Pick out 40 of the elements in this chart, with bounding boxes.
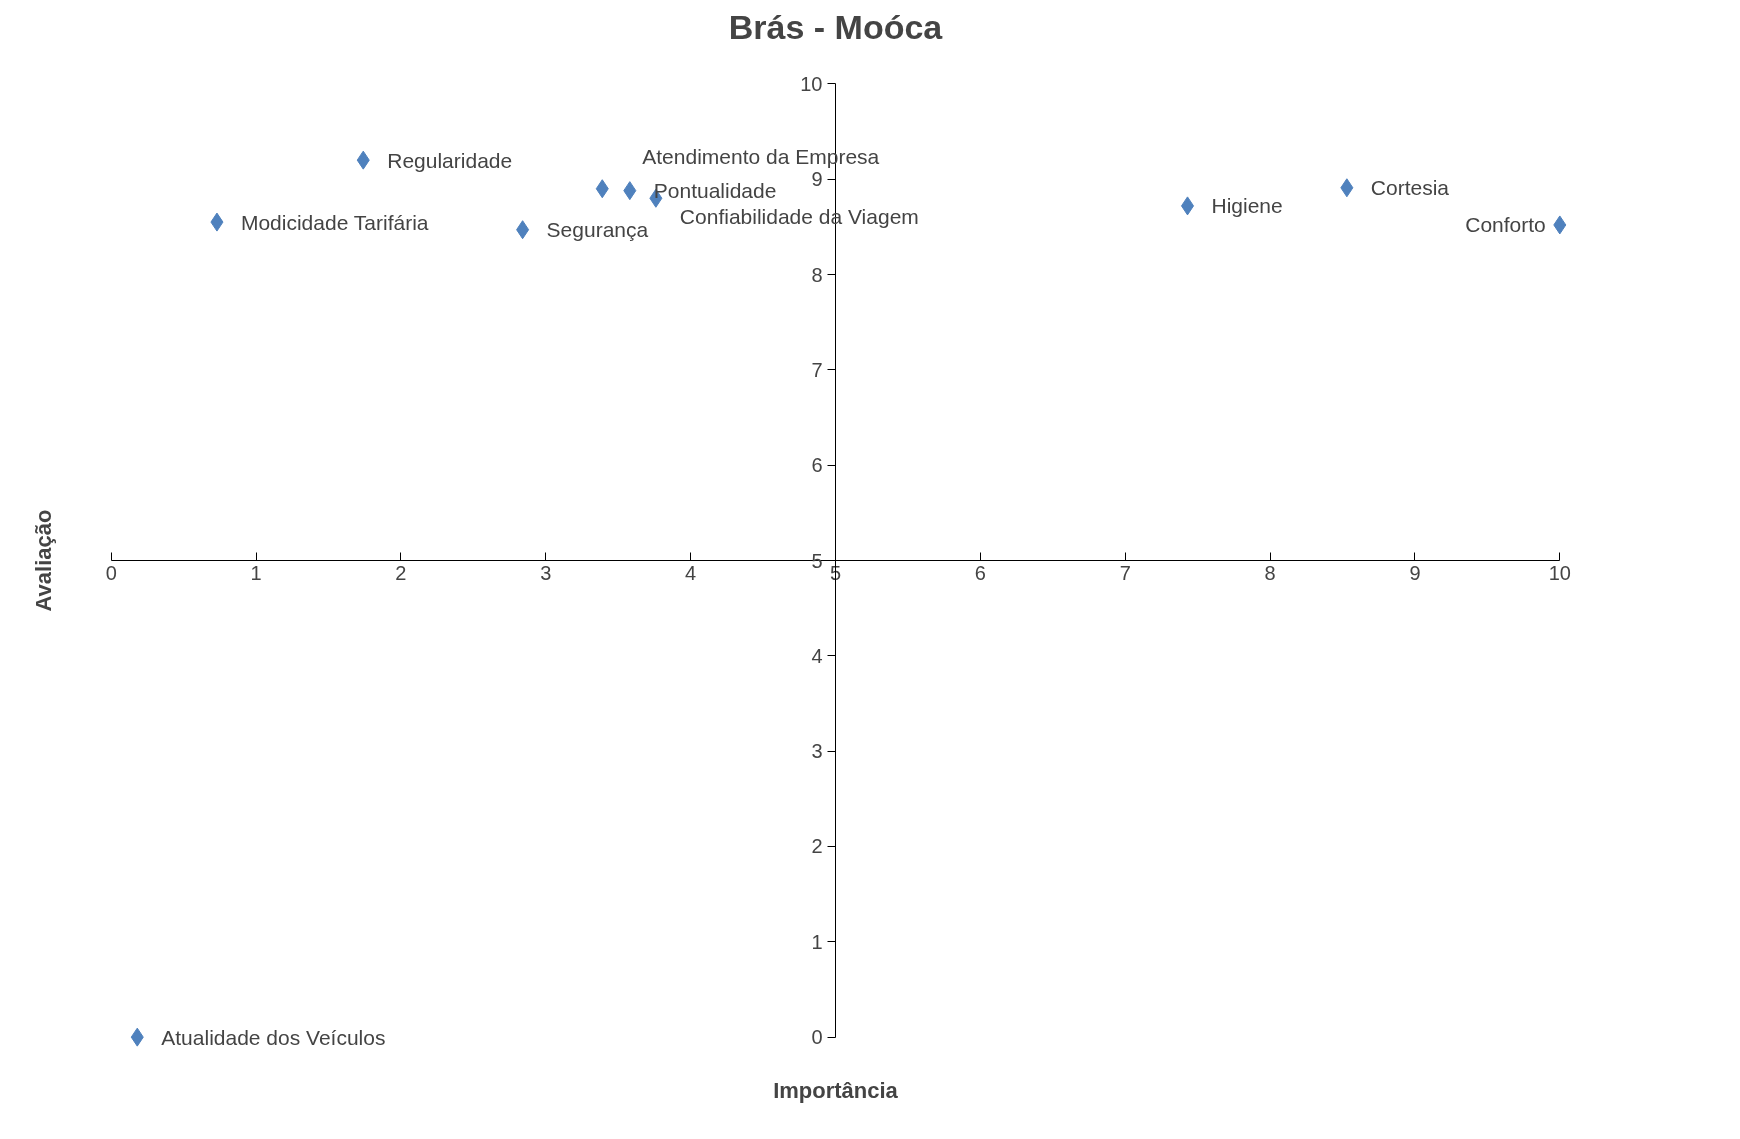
point (516, 220, 530, 240)
y-tick-label: 7 (811, 358, 823, 381)
point (623, 181, 637, 201)
annotation: Segurança (546, 218, 649, 242)
y-tick-label: 1 (811, 930, 823, 953)
point (356, 150, 370, 170)
y-axis-title: Avaliação (30, 509, 56, 612)
chart-title: Brás - Moóca (728, 7, 944, 46)
annotation: Higiene (1211, 194, 1283, 218)
y-tick-label: 3 (811, 740, 823, 763)
annotation: Pontualidade (653, 179, 777, 203)
x-axis-title: Importância (773, 1077, 899, 1103)
x-tick-label: 7 (1119, 561, 1131, 584)
point (130, 1027, 144, 1047)
x-tick-label: 9 (1409, 561, 1421, 584)
y-tick-label: 8 (811, 263, 823, 286)
y-tick-label: 0 (811, 1026, 823, 1049)
x-tick-label: 4 (685, 561, 697, 584)
x-tick-label: 1 (250, 561, 262, 584)
x-tick-label: 2 (395, 561, 407, 584)
annotation: Cortesia (1370, 176, 1450, 200)
y-tick-label: 9 (811, 168, 823, 191)
annotation: Atualidade dos Veículos (161, 1025, 386, 1049)
x-tick-label: 8 (1264, 561, 1276, 584)
x-tick-label: 10 (1548, 561, 1571, 584)
point (1553, 215, 1567, 235)
annotation: Regularidade (387, 148, 513, 172)
annotation: Modicidade Tarifária (240, 210, 429, 234)
x-tick-label: 0 (105, 561, 117, 584)
point (210, 212, 224, 232)
point (595, 179, 609, 199)
point (1340, 178, 1354, 198)
y-tick-label: 10 (800, 72, 823, 95)
annotation: Conforto (1465, 213, 1546, 237)
y-tick-label: 2 (811, 835, 823, 858)
x-tick-label: 3 (540, 561, 552, 584)
y-tick-label: 4 (811, 644, 823, 667)
x-tick-label: 6 (974, 561, 986, 584)
y-tick-label: 6 (811, 454, 823, 477)
point (1181, 196, 1195, 216)
